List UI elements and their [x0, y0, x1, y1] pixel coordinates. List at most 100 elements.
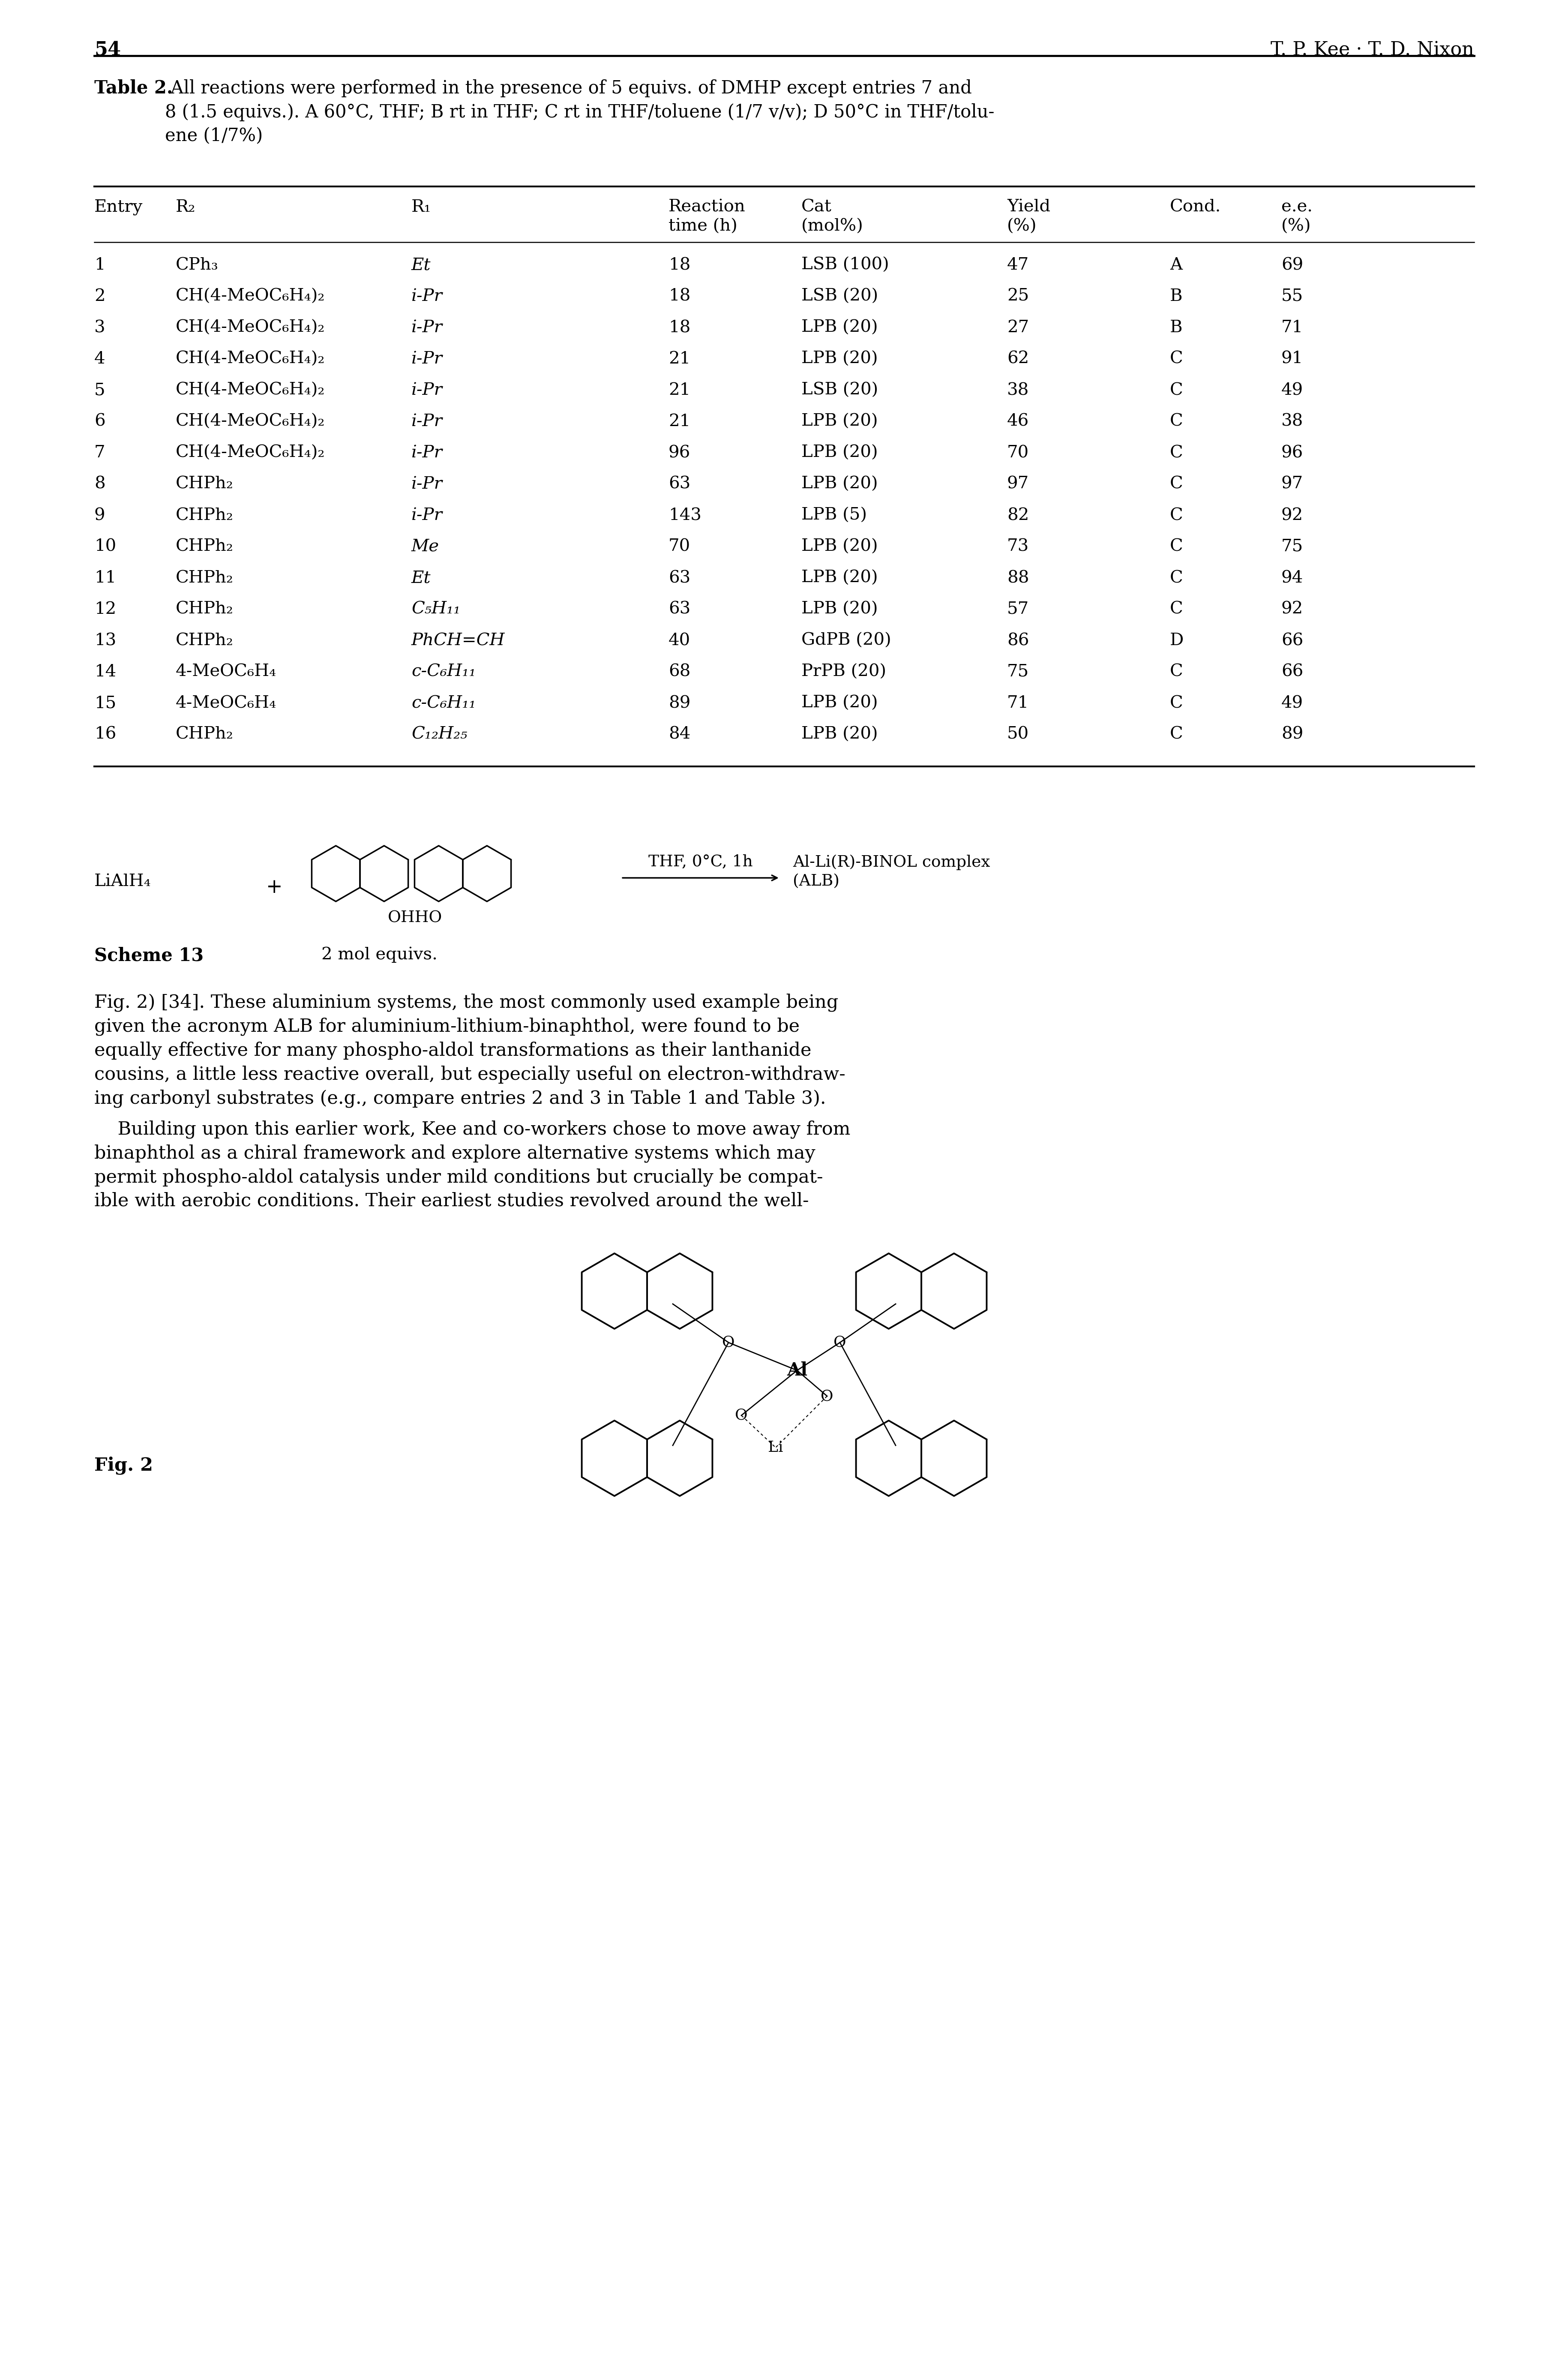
- Text: C₅H₁₁: C₅H₁₁: [411, 602, 461, 616]
- Text: i-Pr: i-Pr: [411, 319, 442, 335]
- Text: OHHO: OHHO: [387, 911, 442, 925]
- Text: 89: 89: [1281, 726, 1303, 742]
- Text: LPB (5): LPB (5): [801, 507, 867, 523]
- Text: 47: 47: [1007, 257, 1029, 274]
- Text: Building upon this earlier work, Kee and co-workers chose to move away from: Building upon this earlier work, Kee and…: [94, 1121, 850, 1137]
- Text: C: C: [1170, 414, 1184, 431]
- Text: Scheme 13: Scheme 13: [94, 947, 204, 963]
- Text: LSB (100): LSB (100): [801, 257, 889, 274]
- Text: equally effective for many phospho-aldol transformations as their lanthanide: equally effective for many phospho-aldol…: [94, 1042, 811, 1059]
- Text: 4: 4: [94, 352, 105, 366]
- Text: i-Pr: i-Pr: [411, 414, 442, 431]
- Text: CH(4-MeOC₆H₄)₂: CH(4-MeOC₆H₄)₂: [176, 288, 325, 305]
- Text: Li: Li: [768, 1439, 784, 1456]
- Text: Fig. 2: Fig. 2: [94, 1456, 154, 1475]
- Text: 55: 55: [1281, 288, 1303, 305]
- Text: (%): (%): [1281, 219, 1311, 236]
- Text: Me: Me: [411, 538, 439, 554]
- Text: 5: 5: [94, 383, 105, 397]
- Text: LPB (20): LPB (20): [801, 414, 878, 431]
- Text: 13: 13: [94, 633, 116, 649]
- Text: c-C₆H₁₁: c-C₆H₁₁: [411, 695, 475, 711]
- Text: 68: 68: [668, 664, 690, 680]
- Text: LPB (20): LPB (20): [801, 538, 878, 554]
- Text: 88: 88: [1007, 571, 1029, 585]
- Text: LPB (20): LPB (20): [801, 726, 878, 742]
- Text: CH(4-MeOC₆H₄)₂: CH(4-MeOC₆H₄)₂: [176, 414, 325, 431]
- Text: 18: 18: [668, 288, 690, 305]
- Text: CHPh₂: CHPh₂: [176, 476, 234, 492]
- Text: T. P. Kee · T. D. Nixon: T. P. Kee · T. D. Nixon: [1270, 40, 1474, 59]
- Text: B: B: [1170, 288, 1182, 305]
- Text: +: +: [265, 878, 282, 897]
- Text: binaphthol as a chiral framework and explore alternative systems which may: binaphthol as a chiral framework and exp…: [94, 1144, 815, 1163]
- Text: D: D: [1170, 633, 1184, 649]
- Text: Fig. 2) [34]. These aluminium systems, the most commonly used example being: Fig. 2) [34]. These aluminium systems, t…: [94, 994, 839, 1011]
- Text: 2 mol equivs.: 2 mol equivs.: [321, 947, 437, 963]
- Text: 9: 9: [94, 507, 105, 523]
- Text: CPh₃: CPh₃: [176, 257, 218, 274]
- Text: 21: 21: [668, 352, 690, 366]
- Text: CH(4-MeOC₆H₄)₂: CH(4-MeOC₆H₄)₂: [176, 352, 325, 366]
- Text: 8: 8: [94, 476, 105, 492]
- Text: 82: 82: [1007, 507, 1029, 523]
- Text: 14: 14: [94, 664, 116, 680]
- Text: O: O: [834, 1335, 847, 1349]
- Text: 66: 66: [1281, 664, 1303, 680]
- Text: 10: 10: [94, 538, 116, 554]
- Text: 70: 70: [668, 538, 690, 554]
- Text: Al: Al: [787, 1361, 808, 1380]
- Text: CH(4-MeOC₆H₄)₂: CH(4-MeOC₆H₄)₂: [176, 383, 325, 397]
- Text: THF, 0°C, 1h: THF, 0°C, 1h: [649, 854, 753, 871]
- Text: O: O: [735, 1408, 748, 1423]
- Text: e.e.: e.e.: [1281, 200, 1312, 214]
- Text: 86: 86: [1007, 633, 1029, 649]
- Text: 21: 21: [668, 383, 690, 397]
- Text: R₂: R₂: [176, 200, 196, 214]
- Text: Yield: Yield: [1007, 200, 1051, 214]
- Text: (%): (%): [1007, 219, 1036, 236]
- Text: permit phospho-aldol catalysis under mild conditions but crucially be compat-: permit phospho-aldol catalysis under mil…: [94, 1168, 823, 1187]
- Text: i-Pr: i-Pr: [411, 288, 442, 305]
- Text: LiAlH₄: LiAlH₄: [94, 873, 151, 890]
- Text: CHPh₂: CHPh₂: [176, 633, 234, 649]
- Text: O: O: [723, 1335, 735, 1349]
- Text: 2: 2: [94, 288, 105, 305]
- Text: CHPh₂: CHPh₂: [176, 538, 234, 554]
- Text: (ALB): (ALB): [793, 873, 839, 890]
- Text: A: A: [1170, 257, 1182, 274]
- Text: 66: 66: [1281, 633, 1303, 649]
- Text: C: C: [1170, 476, 1184, 492]
- Text: Et: Et: [411, 571, 431, 585]
- Text: 18: 18: [668, 257, 690, 274]
- Text: 96: 96: [668, 445, 690, 462]
- Text: C: C: [1170, 602, 1184, 616]
- Text: 4-MeOC₆H₄: 4-MeOC₆H₄: [176, 695, 276, 711]
- Text: 97: 97: [1281, 476, 1303, 492]
- Text: 69: 69: [1281, 257, 1303, 274]
- Text: GdPB (20): GdPB (20): [801, 633, 891, 649]
- Text: 57: 57: [1007, 602, 1029, 616]
- Text: 49: 49: [1281, 695, 1303, 711]
- Text: 75: 75: [1007, 664, 1029, 680]
- Text: 97: 97: [1007, 476, 1029, 492]
- Text: 71: 71: [1007, 695, 1029, 711]
- Text: LPB (20): LPB (20): [801, 352, 878, 366]
- Text: 11: 11: [94, 571, 116, 585]
- Text: i-Pr: i-Pr: [411, 445, 442, 462]
- Text: C: C: [1170, 571, 1184, 585]
- Text: Table 2.: Table 2.: [94, 79, 172, 98]
- Text: 46: 46: [1007, 414, 1029, 431]
- Text: Al-Li(R)-BINOL complex: Al-Li(R)-BINOL complex: [793, 854, 989, 871]
- Text: 92: 92: [1281, 507, 1303, 523]
- Text: LPB (20): LPB (20): [801, 476, 878, 492]
- Text: C: C: [1170, 664, 1184, 680]
- Text: 63: 63: [668, 476, 690, 492]
- Text: 7: 7: [94, 445, 105, 462]
- Text: PhCH=CH: PhCH=CH: [411, 633, 505, 649]
- Text: c-C₆H₁₁: c-C₆H₁₁: [411, 664, 475, 680]
- Text: 4-MeOC₆H₄: 4-MeOC₆H₄: [176, 664, 276, 680]
- Text: 50: 50: [1007, 726, 1029, 742]
- Text: 91: 91: [1281, 352, 1303, 366]
- Text: 12: 12: [94, 602, 116, 616]
